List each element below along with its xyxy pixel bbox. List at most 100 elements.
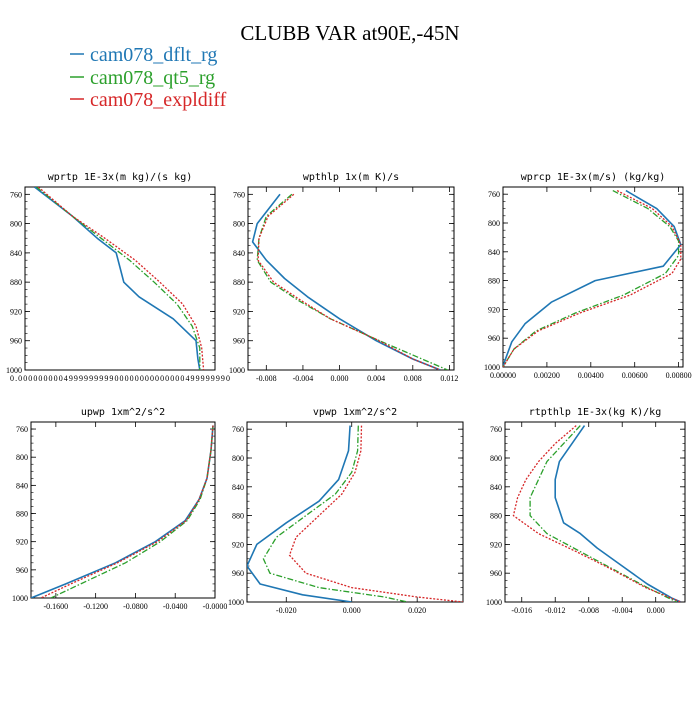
- y-tick-label: 920: [16, 538, 28, 547]
- panel-frame: [502, 186, 684, 368]
- series-line-expl: [40, 425, 214, 598]
- x-tick-label: -0.0000: [203, 602, 228, 611]
- panel-title: wprcp 1E-3x(m/s) (kg/kg): [521, 172, 666, 183]
- x-tick-label: -0.004: [612, 606, 633, 615]
- series-line-dflt: [503, 189, 682, 367]
- y-tick-label: 1000: [12, 594, 28, 603]
- panel-1: wprtp 1E-3x(m kg)/(s kg) 760 800 840 880 920 9…: [6, 172, 230, 383]
- y-tick-label: 920: [233, 307, 245, 316]
- series-line-dflt: [554, 425, 682, 602]
- y-tick-label: 880: [488, 277, 500, 286]
- series-line-dflt: [34, 187, 201, 370]
- panel-title: rtpthlp 1E-3x(kg K)/kg: [529, 407, 661, 418]
- x-tick-label: -0.008: [256, 374, 277, 383]
- x-tick-label: -0.0400: [163, 602, 188, 611]
- y-tick-label: 880: [10, 278, 22, 287]
- y-tick-label: 760: [233, 190, 245, 199]
- x-tick-label: 0.012: [440, 374, 458, 383]
- panels: wprtp 1E-3x(m kg)/(s kg) 760 800 840 880 920 9…: [6, 172, 692, 615]
- x-tick-label: 0.00800: [666, 371, 692, 380]
- series-line-qt5: [529, 425, 677, 602]
- x-tick-label: -0.016: [511, 606, 532, 615]
- y-tick-label: 960: [490, 569, 502, 578]
- series-line-expl: [257, 193, 441, 370]
- series-line-dflt: [251, 193, 441, 370]
- y-tick-label: 760: [16, 425, 28, 434]
- series-line-qt5: [50, 425, 214, 598]
- y-tick-label: 840: [10, 249, 22, 258]
- legend: cam078_dflt_rg cam078_qt5_rg cam078_expl…: [70, 44, 227, 111]
- y-tick-label: 840: [16, 481, 28, 490]
- y-tick-label: 800: [10, 220, 22, 229]
- y-tick-label: 960: [16, 566, 28, 575]
- y-tick-label: 840: [233, 249, 245, 258]
- y-tick-label: 880: [233, 278, 245, 287]
- panel-4: upwp 1xm^2/s^2 760 800 840 880 920 960 1000 -0.1…: [12, 407, 227, 611]
- chart-title: CLUBB VAR at90E,-45N: [240, 21, 459, 45]
- y-tick-label: 920: [488, 305, 500, 314]
- y-tick-label: 840: [232, 483, 244, 492]
- x-tick-label: 0.008: [404, 374, 422, 383]
- x-tick-label: -0.012: [545, 606, 566, 615]
- panel-3: wprcp 1E-3x(m/s) (kg/kg) 760 800 840 880 920 9…: [484, 172, 692, 380]
- panel-frame: [504, 421, 686, 603]
- legend-label-expl: cam078_expldiff: [90, 89, 227, 111]
- series-line-dflt: [247, 425, 352, 602]
- y-tick-label: 1000: [228, 598, 244, 607]
- x-tick-label: 0.00000: [490, 371, 516, 380]
- x-tick-label: -0.1200: [83, 602, 108, 611]
- x-tick-label: 0.00000000049999999990000000000000049999…: [10, 374, 230, 383]
- series-line-dflt: [31, 425, 214, 598]
- y-tick-label: 920: [490, 540, 502, 549]
- x-tick-label: -0.004: [293, 374, 314, 383]
- y-tick-label: 920: [232, 540, 244, 549]
- panel-2: wpthlp 1x(m K)/s 760 800 840 880 920 960 1000 -0…: [229, 172, 458, 383]
- x-tick-label: -0.020: [276, 606, 297, 615]
- y-tick-label: 840: [488, 248, 500, 257]
- panel-5: vpwp 1xm^2/s^2 760 800 840 880 920 960 1000 -0.0…: [228, 407, 464, 615]
- panel-6: rtpthlp 1E-3x(kg K)/kg 760 800 840 880 920 960…: [486, 407, 686, 615]
- series-line-qt5: [35, 187, 201, 370]
- legend-label-qt5: cam078_qt5_rg: [90, 67, 215, 89]
- x-tick-label: 0.004: [367, 374, 385, 383]
- y-tick-label: 880: [490, 512, 502, 521]
- series-line-expl: [512, 425, 682, 602]
- y-tick-label: 800: [16, 453, 28, 462]
- x-tick-label: 0.000: [647, 606, 665, 615]
- x-tick-label: 0.00600: [622, 371, 648, 380]
- panel-title: wpthlp 1x(m K)/s: [303, 172, 399, 183]
- x-tick-label: -0.1600: [44, 602, 69, 611]
- y-tick-label: 960: [233, 337, 245, 346]
- series-line-qt5: [262, 425, 408, 602]
- series-line-qt5: [503, 190, 680, 367]
- panel-frame: [246, 421, 464, 603]
- panel-frame: [30, 421, 216, 599]
- y-tick-label: 800: [488, 219, 500, 228]
- x-tick-label: -0.0800: [123, 602, 148, 611]
- y-tick-label: 1000: [484, 363, 500, 372]
- y-tick-label: 920: [10, 307, 22, 316]
- panel-title: wprtp 1E-3x(m kg)/(s kg): [48, 172, 193, 183]
- y-tick-label: 1000: [229, 366, 245, 375]
- x-tick-label: 0.000: [343, 606, 361, 615]
- y-tick-label: 800: [232, 454, 244, 463]
- x-tick-label: 0.000: [331, 374, 349, 383]
- y-tick-label: 1000: [6, 366, 22, 375]
- y-tick-label: 760: [10, 190, 22, 199]
- series-line-expl: [37, 187, 205, 370]
- y-tick-label: 760: [488, 190, 500, 199]
- panel-frame: [247, 186, 455, 371]
- series-line-expl: [503, 190, 682, 367]
- panel-title: upwp 1xm^2/s^2: [81, 407, 165, 418]
- y-tick-label: 960: [232, 569, 244, 578]
- panel-frame: [24, 186, 216, 371]
- series-line-qt5: [256, 193, 448, 370]
- y-tick-label: 800: [233, 220, 245, 229]
- y-tick-label: 760: [232, 425, 244, 434]
- y-tick-label: 800: [490, 454, 502, 463]
- y-tick-label: 840: [490, 483, 502, 492]
- x-tick-label: 0.00200: [534, 371, 560, 380]
- x-tick-label: 0.00400: [578, 371, 604, 380]
- series-line-expl: [288, 425, 463, 602]
